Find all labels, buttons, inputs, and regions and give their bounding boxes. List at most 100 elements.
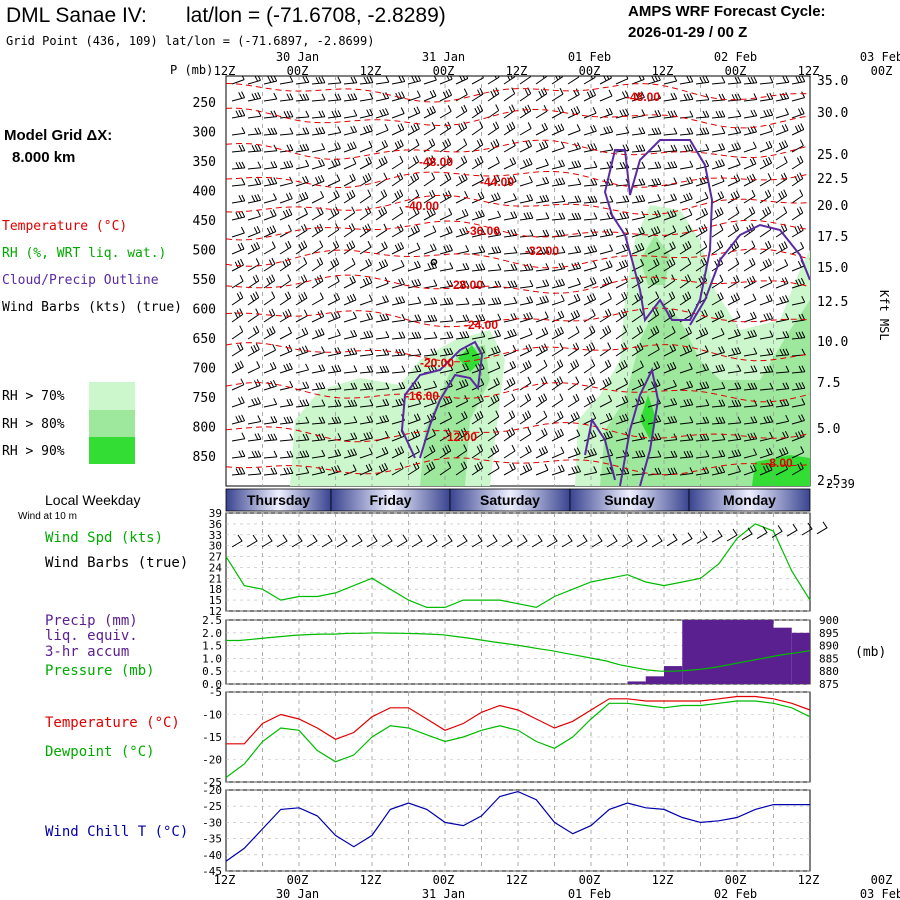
- wind-barb: [407, 76, 422, 85]
- surface-wind-barb: [786, 523, 798, 537]
- wind-barb: [327, 223, 340, 238]
- wind-barb: [663, 450, 678, 459]
- cloud-outline: [619, 366, 660, 486]
- wind-barb: [503, 344, 517, 357]
- wind-barb: [375, 156, 388, 170]
- wind-barb: [567, 124, 581, 136]
- wind-barb: [551, 376, 564, 391]
- wind-barb: [551, 428, 564, 442]
- wind-barb: [631, 378, 645, 391]
- wind-barb: [423, 461, 436, 476]
- wind-barb: [263, 467, 278, 476]
- y-tick-label: 12: [209, 605, 222, 618]
- wind-barb: [743, 293, 757, 306]
- wind-barb: [247, 144, 262, 153]
- legend-cloud: Cloud/Precip Outline: [2, 273, 159, 288]
- wind-barb: [375, 446, 389, 459]
- wind-barb: [231, 432, 246, 442]
- date-label: 03 Feb: [860, 887, 900, 900]
- wind-barb: [679, 224, 692, 238]
- wind-barb: [327, 142, 341, 153]
- wind-barb: [535, 279, 550, 289]
- dewpoint-label: Dewpoint (°C): [45, 744, 155, 760]
- wind-barb: [711, 381, 726, 391]
- wind-barb: [247, 241, 261, 255]
- wind-barb: [439, 363, 454, 374]
- wind-barb: [407, 172, 420, 187]
- wind-barb: [583, 124, 597, 136]
- wind-barb: [359, 312, 374, 323]
- wind-barb: [407, 397, 422, 408]
- wind-barb: [423, 444, 436, 459]
- wind-barb: [343, 109, 358, 119]
- surface-wind-barb: [546, 534, 558, 548]
- wind-barb: [519, 312, 533, 323]
- wind-barb: [263, 144, 278, 153]
- date-label: 01 Feb: [568, 50, 611, 64]
- wind-barb: [759, 330, 774, 340]
- wind-barb: [455, 121, 468, 136]
- wind-barb: [631, 360, 644, 374]
- wind-barb: [743, 157, 757, 170]
- surface-wind-barb: [801, 522, 813, 536]
- wind-barb: [535, 263, 550, 272]
- wind-barb: [695, 240, 708, 255]
- wind-barb: [439, 280, 454, 289]
- wind-barb: [775, 398, 790, 408]
- wind-barb: [503, 87, 516, 102]
- wind-barb: [583, 325, 596, 340]
- wind-barb: [647, 109, 662, 119]
- wind-barb: [359, 258, 372, 272]
- time-tick-label: 12Z: [652, 64, 674, 78]
- wind-barb: [311, 292, 324, 306]
- pressure-tick-label: 500: [193, 244, 216, 259]
- wind-barb: [583, 376, 596, 391]
- surface-wind-barb: [666, 533, 678, 547]
- wind-barb: [519, 139, 533, 153]
- wind-barb: [343, 157, 357, 170]
- wind-barb: [503, 157, 517, 170]
- wind-barb: [615, 195, 630, 204]
- wind-barb: [615, 377, 628, 391]
- wind-barb: [423, 207, 436, 221]
- precip-bar: [627, 681, 646, 684]
- wind-barb: [455, 155, 468, 170]
- wind-barb: [583, 430, 597, 442]
- wind-barb: [551, 123, 565, 136]
- wind-barb: [775, 92, 790, 102]
- wind-barb: [695, 327, 709, 340]
- height-tick-label: 35.0: [817, 74, 848, 89]
- wind-barb: [359, 431, 374, 442]
- wind-barb: [231, 258, 244, 272]
- wind-barb: [455, 208, 469, 221]
- wind-barb: [711, 274, 724, 289]
- wind-barb: [567, 393, 580, 408]
- wind-barb: [535, 176, 550, 187]
- legend-wind-barbs: Wind Barbs (kts) (true): [2, 300, 182, 315]
- wind-barb: [647, 242, 661, 255]
- dewpoint-line: [225, 700, 811, 778]
- surface-wind-barb: [471, 534, 483, 548]
- wind-barb: [455, 280, 470, 289]
- wind-barb: [279, 450, 294, 459]
- wind-height-subtitle: Wind at 10 m: [18, 511, 77, 522]
- wind-barb: [647, 127, 662, 136]
- wind-barb: [599, 394, 613, 408]
- surface-wind-barb: [486, 534, 498, 548]
- wind-barb: [471, 410, 484, 425]
- wind-barb: [535, 158, 549, 170]
- weekday-cell: [688, 488, 811, 512]
- wind-barb: [759, 382, 774, 391]
- wind-barb: [375, 348, 390, 357]
- wind-barb: [791, 446, 805, 459]
- surface-wind-barb: [696, 531, 708, 544]
- wind-barb: [375, 462, 389, 476]
- wind-barb: [311, 76, 326, 85]
- wind-barb: [327, 126, 342, 136]
- wind-barb: [359, 365, 374, 374]
- wind-barb: [695, 466, 710, 476]
- wind-barb: [791, 382, 806, 391]
- wind-barb: [231, 194, 246, 204]
- wind-barb: [327, 174, 341, 187]
- wind-barb: [791, 277, 805, 289]
